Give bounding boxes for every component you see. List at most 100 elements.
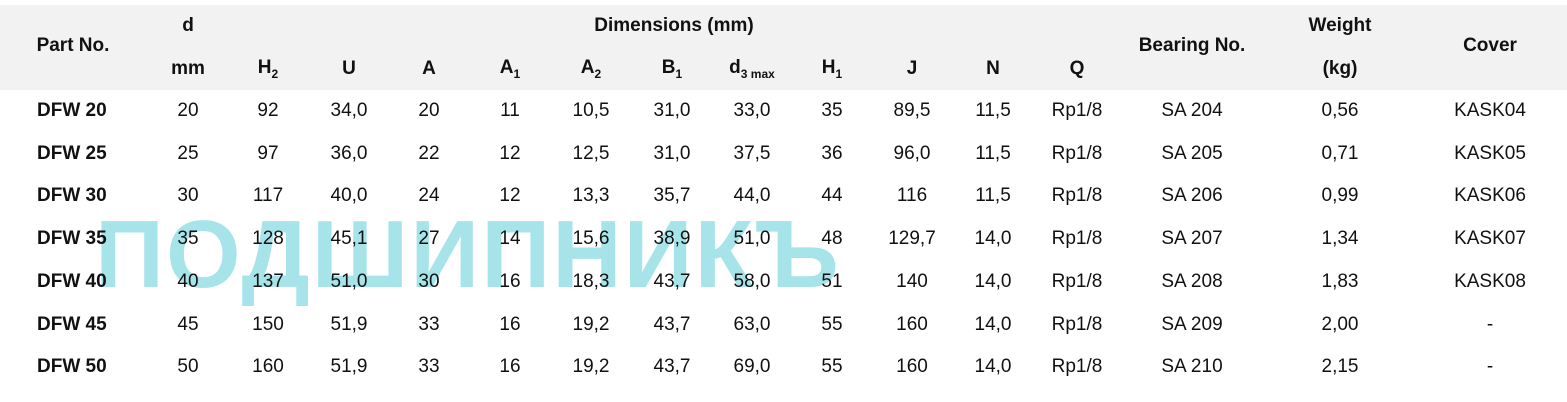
cell: 16 (499, 270, 521, 292)
column-label: H (821, 57, 836, 79)
cell: 89,5 (893, 100, 931, 121)
cell: 16 (499, 356, 521, 378)
cell: 11,5 (975, 100, 1011, 121)
cell: 27 (418, 228, 440, 250)
header-band (0, 5, 1567, 90)
column-label: Q (1069, 58, 1085, 79)
column-label: H (257, 57, 272, 79)
cell: KASK04 (1454, 100, 1526, 121)
cell: 13,3 (572, 185, 610, 207)
cell: 11,5 (975, 142, 1011, 164)
cell: 35,7 (653, 185, 691, 207)
part-no: DFW 40 (37, 270, 107, 292)
header-cell: mm (171, 58, 205, 79)
cell: KASK05 (1454, 142, 1526, 164)
column-subscript: 1 (675, 66, 683, 81)
cell: 33,0 (733, 100, 771, 121)
cell: 40 (177, 270, 199, 292)
cell: 14,0 (974, 356, 1012, 378)
column-header: d3 max (729, 57, 775, 81)
header-cell: d (182, 15, 194, 36)
column-label: U (342, 58, 356, 79)
cell: 36 (821, 142, 843, 164)
column-subscript: 2 (271, 66, 279, 81)
cell: 1,83 (1321, 270, 1359, 292)
cell: 14,0 (974, 270, 1012, 292)
cell: 22 (418, 142, 440, 164)
cell: 117 (252, 185, 284, 207)
cell: 48 (821, 228, 843, 250)
header-cell: (kg) (1322, 58, 1358, 79)
cell: 20 (418, 100, 440, 121)
cell: 12 (499, 185, 521, 207)
cell: 160 (896, 356, 928, 378)
cell: 12 (499, 142, 521, 164)
cell: 55 (821, 356, 843, 378)
header-cell: Cover (1463, 35, 1517, 56)
cell: 15,6 (572, 228, 610, 250)
cell: 92 (257, 100, 279, 121)
cell: 51,9 (330, 356, 368, 378)
column-header: H2 (258, 57, 278, 81)
cell: 160 (252, 356, 284, 378)
cell: 0,99 (1321, 185, 1359, 207)
cell: 45,1 (330, 228, 368, 250)
cell: 31,0 (653, 100, 691, 121)
cell: 14,0 (974, 313, 1012, 335)
cell: SA 209 (1161, 313, 1223, 335)
cell: - (1486, 313, 1494, 335)
cell: 11,5 (975, 185, 1011, 207)
column-header: U (342, 58, 356, 80)
column-label: A (422, 58, 436, 79)
cell: 160 (896, 313, 928, 335)
cell: 150 (252, 313, 284, 335)
cell: 96,0 (893, 142, 931, 164)
cell: 36,0 (330, 142, 368, 164)
cell: 58,0 (733, 270, 771, 292)
cell: 19,2 (572, 313, 610, 335)
cell: - (1486, 356, 1494, 378)
cell: 33 (418, 313, 440, 335)
cell: 24 (418, 185, 440, 207)
cell: 137 (252, 270, 284, 292)
cell: KASK07 (1454, 228, 1526, 250)
cell: 31,0 (653, 142, 691, 164)
cell: SA 207 (1161, 228, 1223, 250)
cell: 69,0 (733, 356, 771, 378)
part-no: DFW 50 (37, 356, 107, 378)
header-cell: Dimensions (mm) (594, 15, 754, 36)
cell: Rp1/8 (1051, 100, 1103, 121)
cell: 51 (821, 270, 843, 292)
column-header: N (986, 58, 1000, 80)
column-header: J (907, 58, 918, 80)
cell: 44,0 (733, 185, 771, 207)
cell: 97 (257, 142, 279, 164)
cell: 129,7 (888, 228, 936, 250)
cell: 25 (177, 142, 199, 164)
cell: 63,0 (733, 313, 771, 335)
part-no: DFW 45 (37, 313, 107, 335)
cell: 35 (821, 100, 843, 121)
cell: Rp1/8 (1051, 185, 1103, 207)
part-no: DFW 25 (37, 142, 107, 164)
cell: 40,0 (330, 185, 368, 207)
cell: 43,7 (653, 313, 691, 335)
column-label: N (986, 58, 1000, 79)
column-label: d (729, 57, 741, 79)
cell: 18,3 (572, 270, 610, 292)
header-cell: Part No. (36, 35, 110, 56)
cell: Rp1/8 (1051, 228, 1103, 250)
cell: SA 208 (1161, 270, 1223, 292)
column-header: H1 (822, 57, 842, 81)
cell: 116 (896, 185, 928, 207)
cell: 44 (821, 185, 843, 207)
column-label: B (661, 57, 676, 79)
cell: 33 (418, 356, 440, 378)
part-no: DFW 20 (37, 100, 107, 121)
column-header: A (422, 58, 436, 80)
column-header: A1 (500, 57, 520, 81)
cell: 14,0 (974, 228, 1012, 250)
cell: Rp1/8 (1051, 270, 1103, 292)
cell: 55 (821, 313, 843, 335)
